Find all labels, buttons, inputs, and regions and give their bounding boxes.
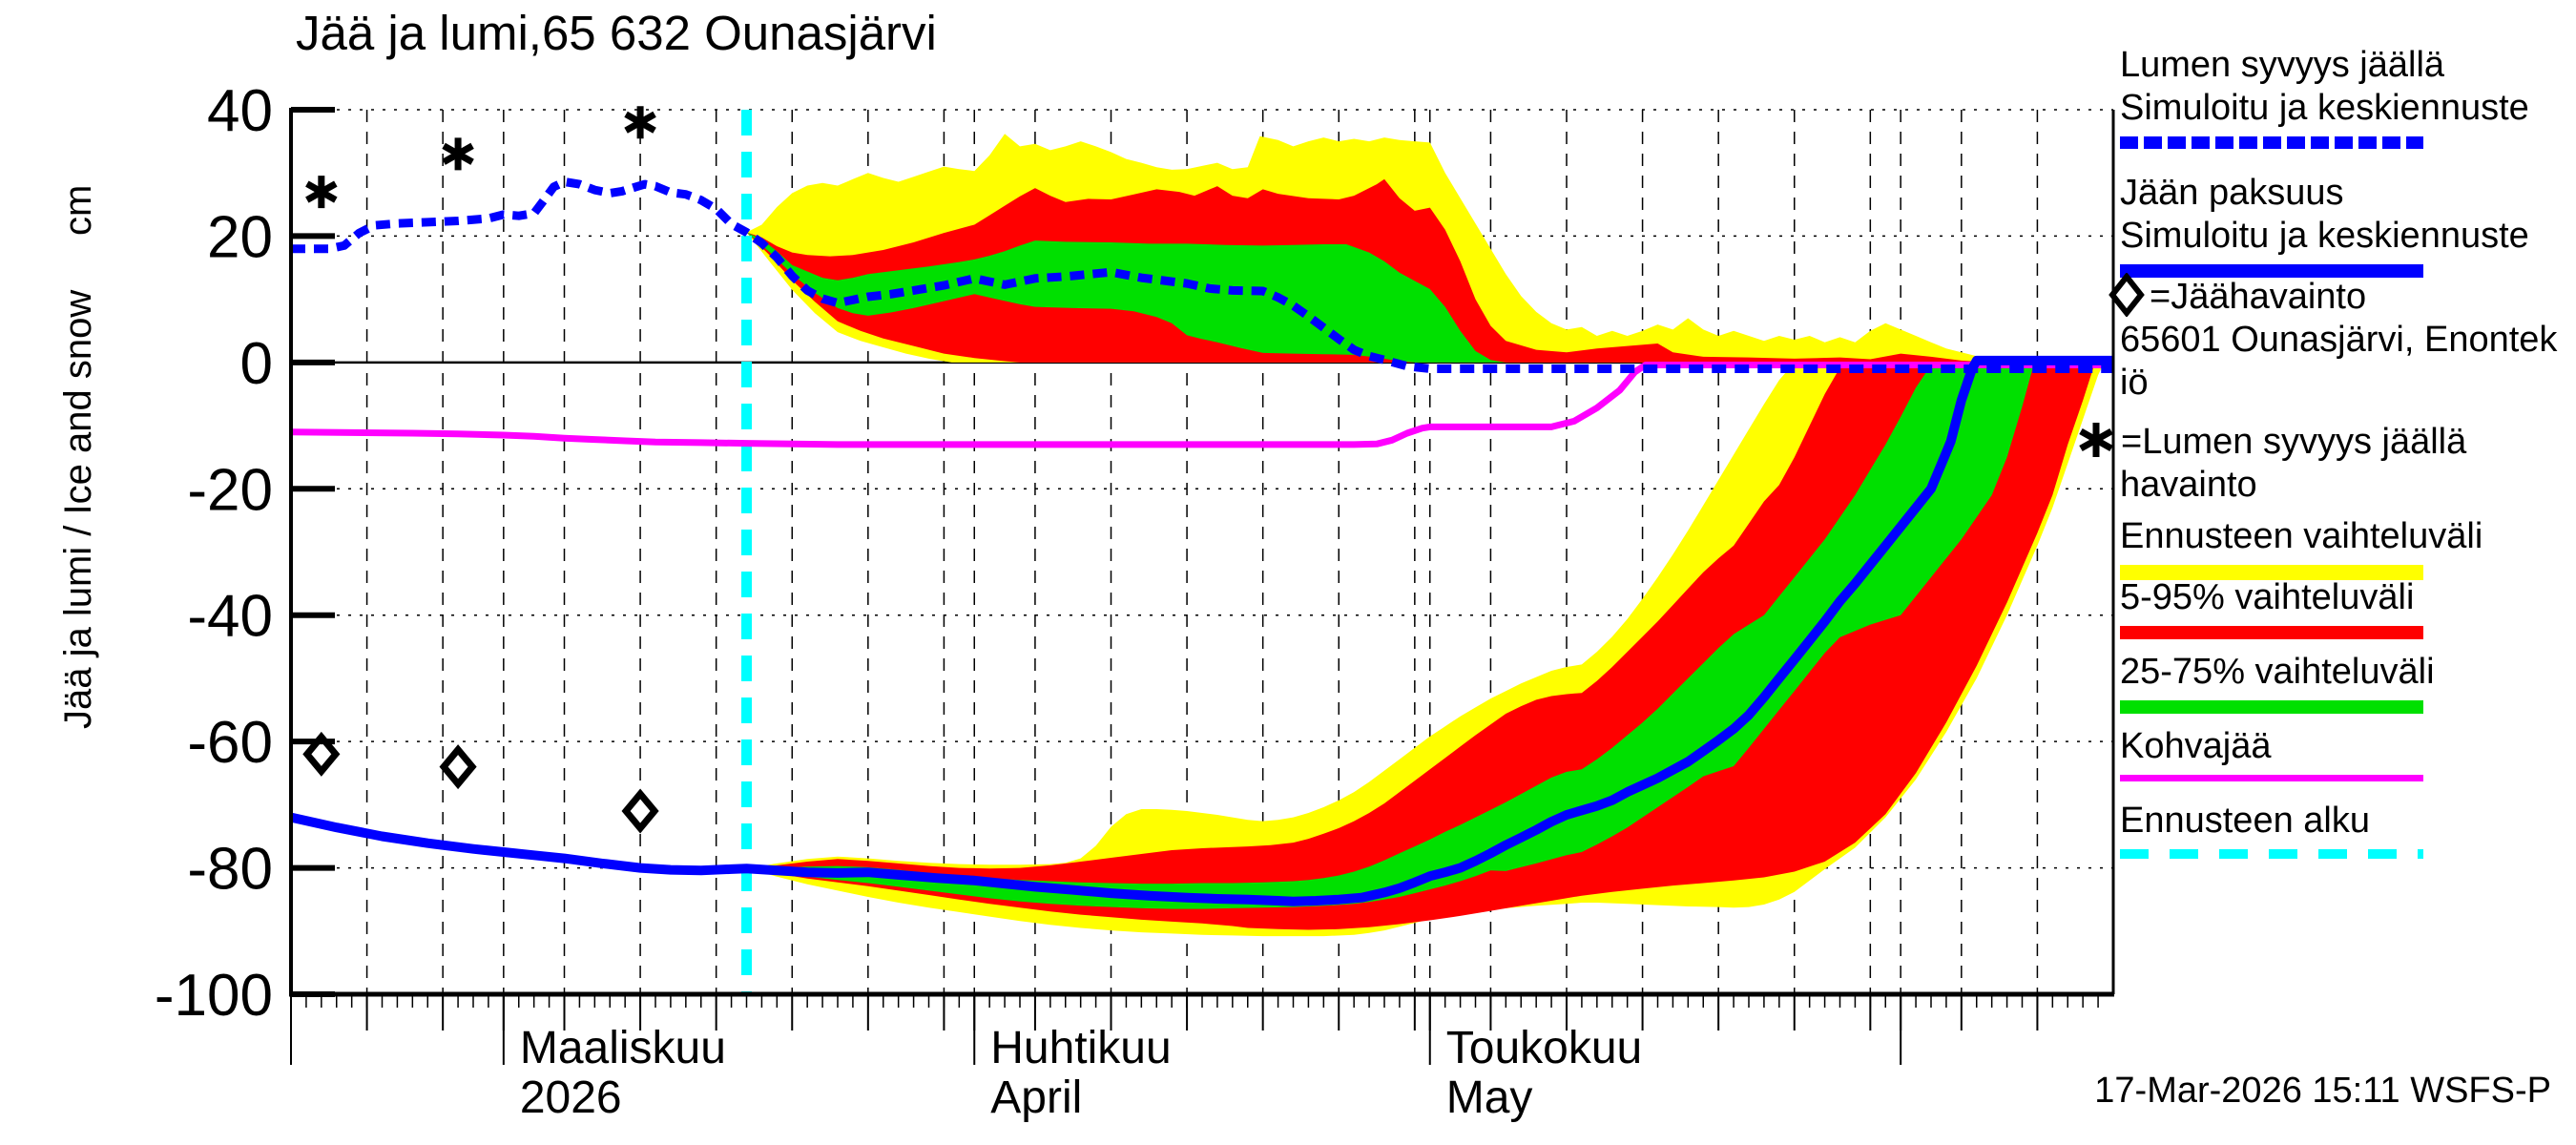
ice-range-5-95 (746, 362, 2113, 930)
legend-label: Ennusteen alku (2120, 801, 2370, 841)
legend-label: 5-95% vaihteluväli (2120, 577, 2415, 617)
legend-label: Ennusteen vaihteluväli (2120, 516, 2483, 556)
ice-observation-diamond (439, 744, 477, 790)
legend-label: Jään paksuus (2120, 173, 2344, 213)
y-tick-label: -40 (187, 584, 273, 650)
snow-range-25-75 (746, 232, 2113, 363)
legend-item: =Lumen syvyys jäällä havainto (2079, 418, 2576, 507)
legend-label: 25-75% vaihteluväli (2120, 652, 2435, 692)
legend-swatch (2120, 626, 2423, 639)
month-sublabel: April (990, 1072, 1082, 1123)
legend-label: Simuloitu ja keskiennuste (2120, 216, 2529, 256)
y-tick-label: -80 (187, 837, 273, 903)
legend-label: iö (2120, 363, 2149, 403)
legend-swatch (2120, 700, 2423, 714)
legend-label: Kohvajää (2120, 726, 2272, 766)
legend-item: Kohvajää (2120, 725, 2576, 781)
y-axis-unit: cm (57, 184, 99, 236)
diamond-icon (2109, 273, 2145, 317)
asterisk-icon (2079, 423, 2113, 457)
legend-item: Lumen syvyys jäällä Simuloitu ja keskienn… (2120, 44, 2576, 149)
ice-range-25-75 (746, 362, 2113, 909)
legend-item: Jään paksuus Simuloitu ja keskiennuste (2120, 172, 2576, 278)
legend-item: Ennusteen vaihteluväli (2120, 515, 2576, 580)
legend-swatch (2120, 136, 2423, 149)
snow-observation-asterisk (305, 180, 338, 203)
legend-item: 25-75% vaihteluväli (2120, 651, 2576, 714)
ice-observation-diamond (621, 788, 659, 834)
month-label: Toukokuu (1446, 1023, 1642, 1073)
legend-label: =Jäähavainto (2109, 273, 2576, 319)
legend-item: Ennusteen alku (2120, 800, 2576, 859)
legend-label: Lumen syvyys jäällä (2120, 45, 2445, 85)
y-tick-label: -20 (187, 457, 273, 523)
legend-item: 5-95% vaihteluväli (2120, 576, 2576, 639)
month-sublabel: May (1446, 1072, 1533, 1123)
timestamp: 17-Mar-2026 15:11 WSFS-P (2094, 1071, 2551, 1111)
y-tick-label: 20 (207, 204, 273, 270)
ice-observation-diamond (302, 731, 341, 777)
y-tick-label: 40 (207, 78, 273, 144)
legend-label: Simuloitu ja keskiennuste (2120, 88, 2529, 128)
y-tick-label: 0 (240, 331, 273, 397)
legend-swatch (2120, 849, 2423, 859)
snow-depth-simulated (291, 177, 2113, 373)
month-label: Maaliskuu (520, 1023, 726, 1073)
legend-label: havainto (2120, 465, 2257, 505)
y-axis-label: Jää ja lumi / Ice and snow (57, 289, 99, 729)
legend-label: 65601 Ounasjärvi, Enontek (2120, 320, 2558, 360)
chart-title: Jää ja lumi,65 632 Ounasjärvi (296, 6, 937, 60)
ice-thickness-simulated (289, 355, 2113, 906)
y-tick-label: -100 (155, 963, 273, 1029)
legend-swatch (2120, 264, 2423, 278)
snow-observation-asterisk (624, 111, 656, 134)
kohvajaa-line (290, 362, 2113, 448)
legend-item: =Jäähavainto 65601 Ounasjärvi, Enontek iö (2109, 273, 2576, 405)
y-tick-label: -60 (187, 710, 273, 776)
legend-label: =Lumen syvyys jäällä (2079, 418, 2576, 464)
snow-observation-asterisk (442, 142, 474, 165)
month-label: Huhtikuu (990, 1023, 1171, 1073)
legend: Lumen syvyys jäällä Simuloitu ja keskienn… (2079, 0, 2576, 1145)
legend-swatch (2120, 775, 2423, 781)
legend-swatch (2120, 565, 2423, 580)
month-sublabel: 2026 (520, 1072, 622, 1123)
snow-range-5-95 (746, 178, 2113, 363)
